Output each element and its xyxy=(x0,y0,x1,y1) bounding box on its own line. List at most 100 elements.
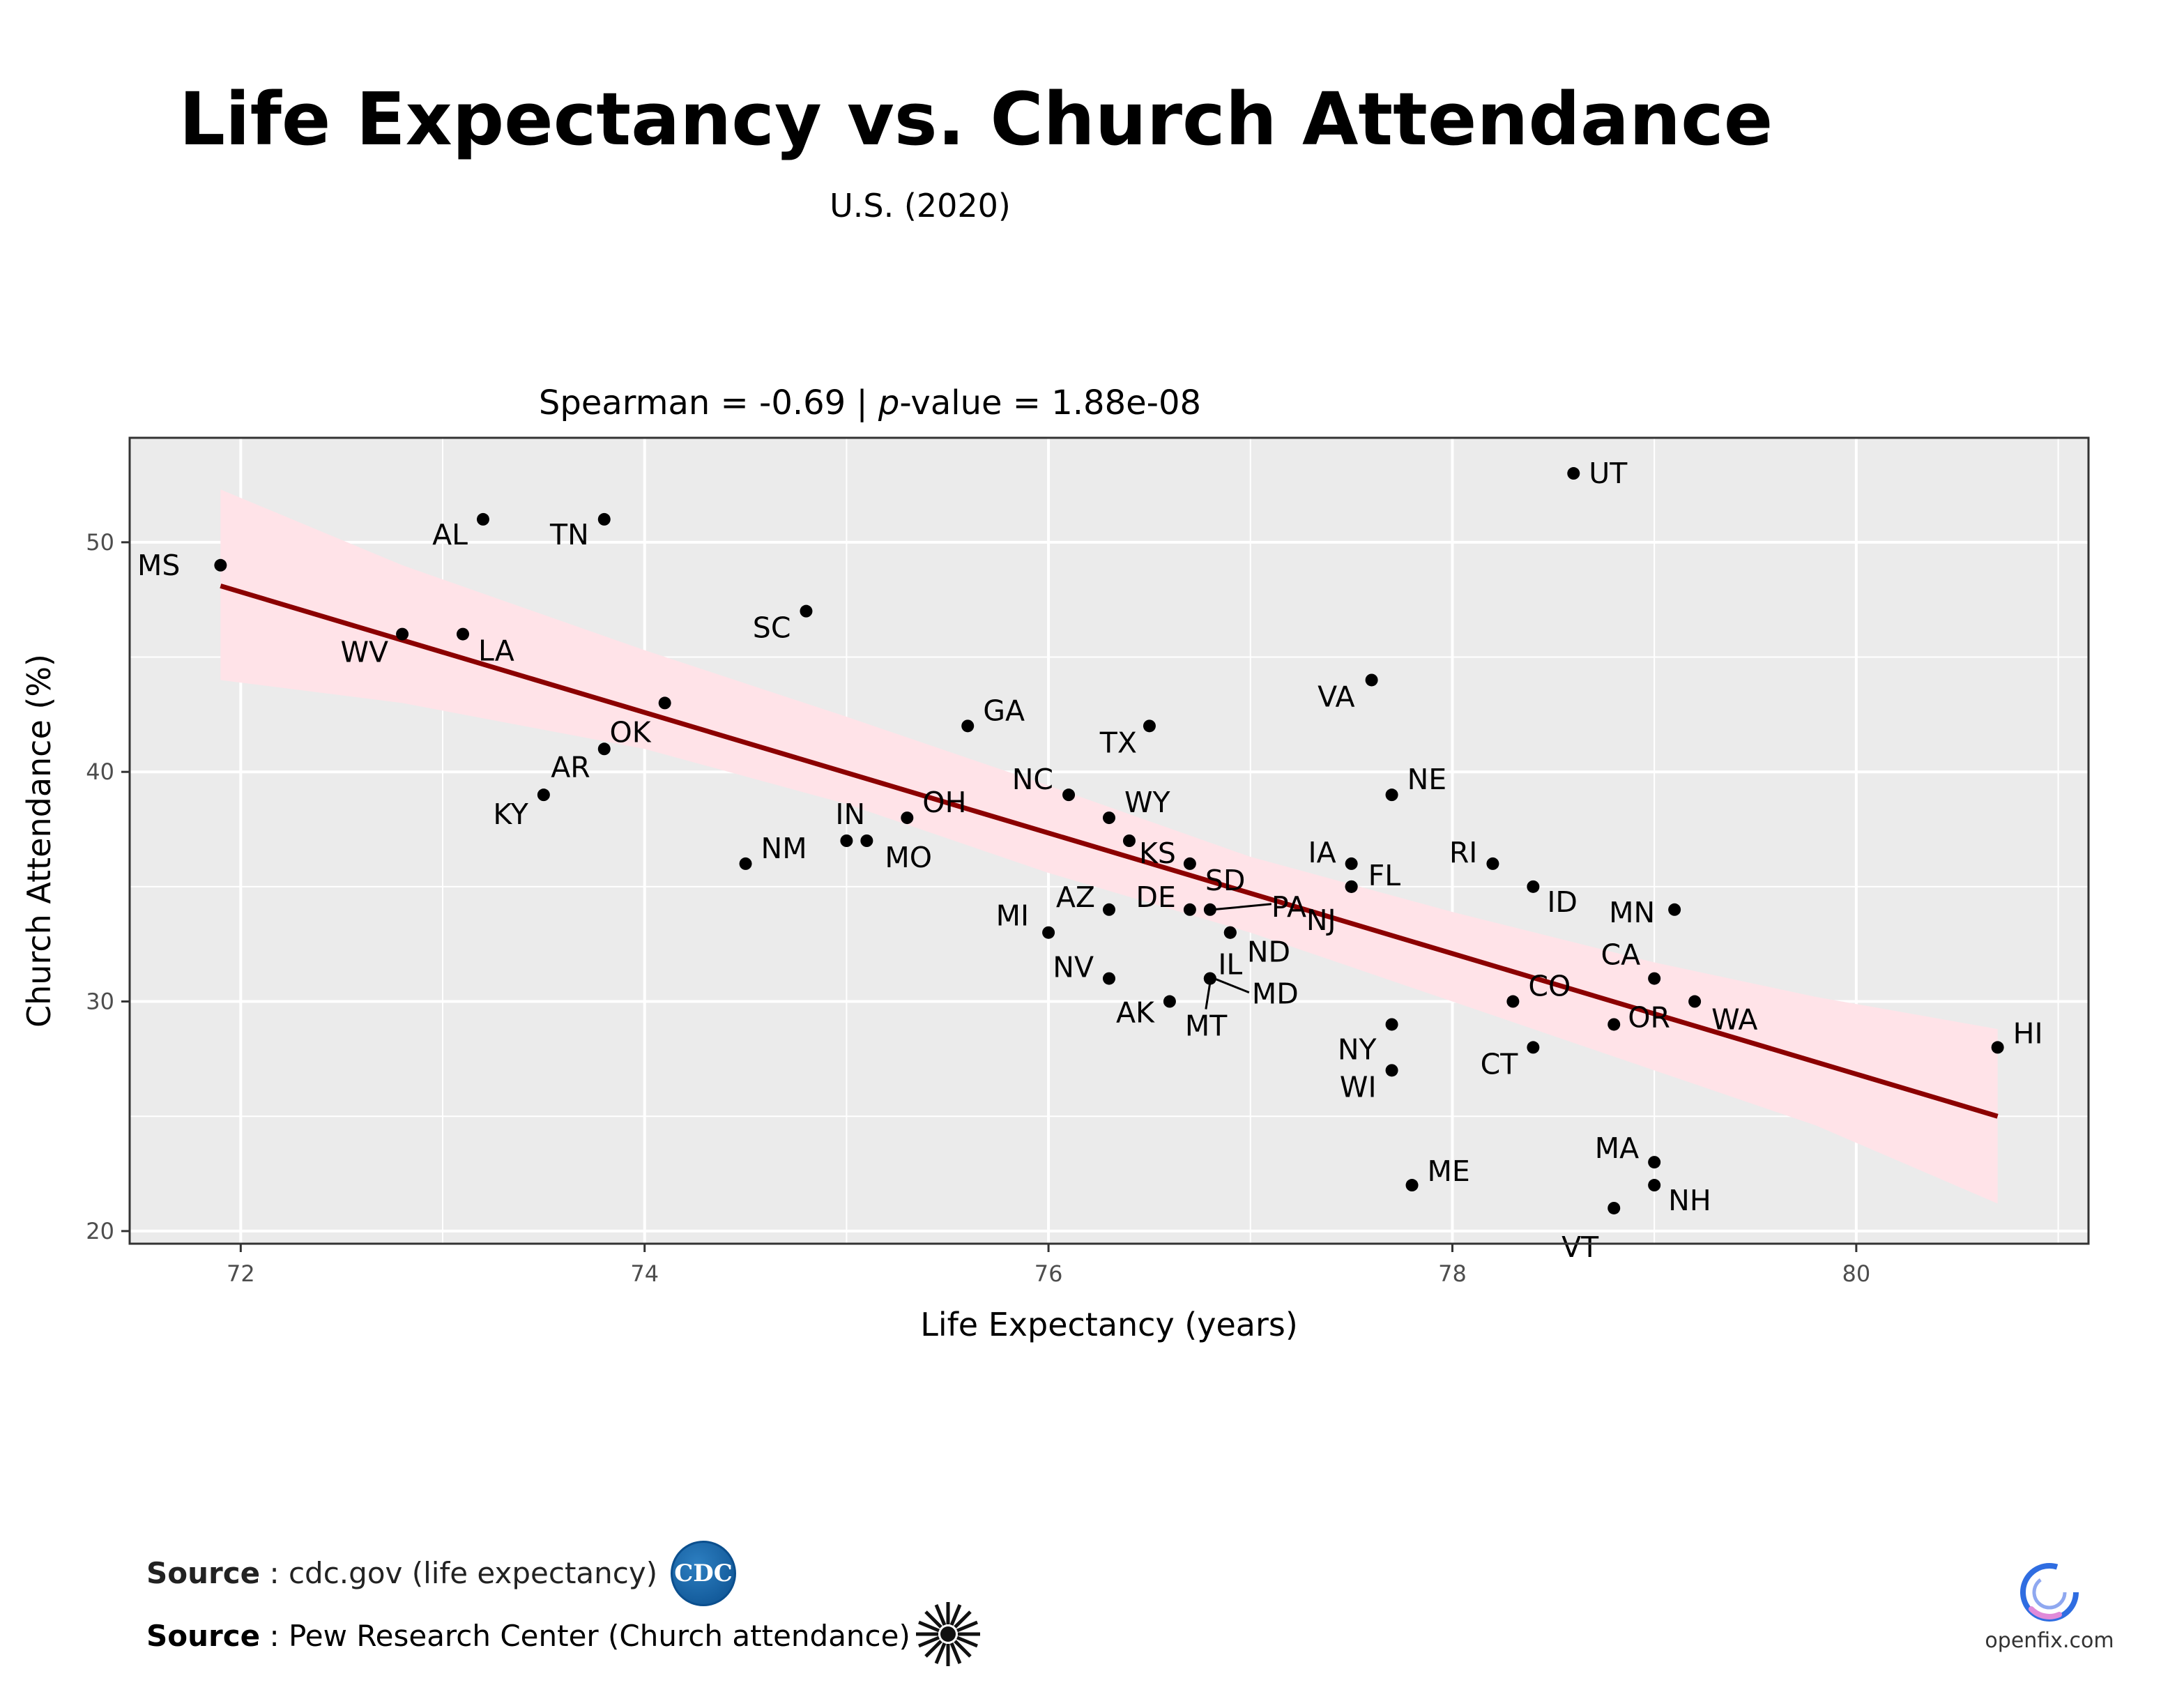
data-point-nm xyxy=(739,857,752,870)
data-point-wv xyxy=(396,627,409,641)
data-point-va xyxy=(1365,673,1378,687)
y-tick-label: 50 xyxy=(86,529,114,556)
x-tick-label: 76 xyxy=(1034,1260,1063,1287)
point-label-nv: NV xyxy=(1053,951,1094,984)
source-label: Source xyxy=(146,1619,261,1653)
point-label-in: IN xyxy=(835,798,865,831)
data-point-sc xyxy=(800,604,813,618)
point-label-ne: NE xyxy=(1407,763,1447,796)
point-label-wi: WI xyxy=(1340,1070,1377,1104)
point-label-nc: NC xyxy=(1012,763,1053,796)
label-connector-pa xyxy=(1212,903,1272,911)
point-label-ut: UT xyxy=(1589,457,1628,490)
data-point-or xyxy=(1608,1018,1621,1031)
x-tick-label: 72 xyxy=(227,1260,255,1287)
point-label-ga: GA xyxy=(983,694,1025,727)
data-point-ky xyxy=(537,788,550,802)
data-point-ca xyxy=(1648,972,1661,985)
y-axis-title: Church Attendance (%) xyxy=(20,654,58,1028)
data-point-wy xyxy=(1103,811,1115,825)
point-label-vt: VT xyxy=(1561,1230,1599,1264)
data-point-in xyxy=(840,834,853,847)
point-label-oh: OH xyxy=(922,786,966,819)
source-pew-text: : Pew Research Center (Church attendance… xyxy=(260,1619,910,1653)
source-cdc: Source : cdc.gov (life expectancy) xyxy=(146,1556,657,1590)
regression-line xyxy=(220,584,1999,1119)
y-tick-label: 20 xyxy=(86,1218,114,1244)
data-point-nj xyxy=(1345,880,1358,893)
point-label-tn: TN xyxy=(549,518,589,551)
y-tick-label: 30 xyxy=(86,989,114,1015)
data-point-me xyxy=(1405,1179,1419,1192)
data-point-ny xyxy=(1385,1018,1398,1031)
plot-border xyxy=(128,436,2090,1245)
stat-p-symbol: p xyxy=(878,383,900,422)
point-label-al: AL xyxy=(432,518,468,551)
openfix-brand-text: openfix.com xyxy=(1985,1629,2114,1653)
point-label-ok: OK xyxy=(610,715,652,749)
x-tick-label: 80 xyxy=(1842,1260,1870,1287)
data-point-ak xyxy=(1163,995,1176,1008)
point-label-or: OR xyxy=(1628,1000,1670,1034)
point-label-co: CO xyxy=(1528,970,1571,1003)
point-label-de: DE xyxy=(1136,880,1175,914)
data-point-id xyxy=(1527,880,1540,893)
point-label-ms: MS xyxy=(137,549,180,582)
data-point-hi xyxy=(1991,1041,2004,1054)
data-point-wi xyxy=(1385,1064,1398,1077)
data-point-ok xyxy=(658,696,671,710)
pew-logo-icon xyxy=(916,1602,980,1666)
openfix-logo-icon xyxy=(2020,1563,2079,1622)
x-tick-label: 78 xyxy=(1438,1260,1467,1287)
data-point-nh xyxy=(1648,1179,1661,1192)
label-connector-md xyxy=(1214,977,1250,993)
point-label-wa: WA xyxy=(1711,1003,1757,1037)
point-label-nm: NM xyxy=(761,832,807,865)
point-label-mi: MI xyxy=(996,899,1029,933)
point-label-ia: IA xyxy=(1308,836,1336,869)
data-point-az xyxy=(1103,903,1115,916)
point-label-hi: HI xyxy=(2013,1016,2043,1050)
data-point-nv xyxy=(1103,972,1115,985)
confidence-band xyxy=(220,489,1998,1204)
data-point-tn xyxy=(597,512,611,526)
data-point-ma xyxy=(1648,1156,1661,1169)
data-point-ar xyxy=(597,742,611,756)
point-label-ny: NY xyxy=(1338,1032,1377,1066)
data-point-ri xyxy=(1486,857,1499,870)
point-label-az: AZ xyxy=(1056,880,1095,914)
chart-title: Life Expectancy vs. Church Attendance xyxy=(178,77,1773,162)
point-label-mo: MO xyxy=(885,841,932,874)
data-point-oh xyxy=(901,811,914,825)
point-label-fl: FL xyxy=(1368,859,1401,892)
point-label-ky: KY xyxy=(493,798,528,831)
data-point-ks xyxy=(1122,834,1136,847)
point-label-ma: MA xyxy=(1595,1131,1639,1165)
point-label-ak: AK xyxy=(1116,996,1155,1030)
data-point-wa xyxy=(1688,995,1702,1008)
point-label-va: VA xyxy=(1318,680,1354,713)
data-point-mi xyxy=(1042,926,1055,939)
data-point-ct xyxy=(1527,1041,1540,1054)
data-point-de xyxy=(1183,903,1196,916)
chart-subtitle: U.S. (2020) xyxy=(830,187,1011,224)
stat-suffix: -value = 1.88e-08 xyxy=(899,383,1202,422)
point-label-mn: MN xyxy=(1609,896,1655,929)
point-label-md: MD xyxy=(1252,977,1299,1011)
point-label-id: ID xyxy=(1547,885,1578,919)
point-label-wv: WV xyxy=(340,636,388,669)
point-label-ri: RI xyxy=(1449,836,1478,869)
data-point-nd xyxy=(1223,926,1237,939)
point-label-sd: SD xyxy=(1205,864,1246,897)
data-point-ut xyxy=(1567,467,1580,480)
point-label-me: ME xyxy=(1428,1154,1470,1188)
point-label-ar: AR xyxy=(551,750,590,784)
point-label-la: LA xyxy=(478,634,514,668)
y-tick-label: 40 xyxy=(86,758,114,785)
source-label: Source xyxy=(146,1556,261,1590)
data-point-ms xyxy=(214,558,227,572)
point-label-sc: SC xyxy=(753,611,791,645)
data-point-vt xyxy=(1608,1201,1621,1214)
point-label-nh: NH xyxy=(1668,1184,1711,1217)
data-point-ga xyxy=(961,719,975,733)
